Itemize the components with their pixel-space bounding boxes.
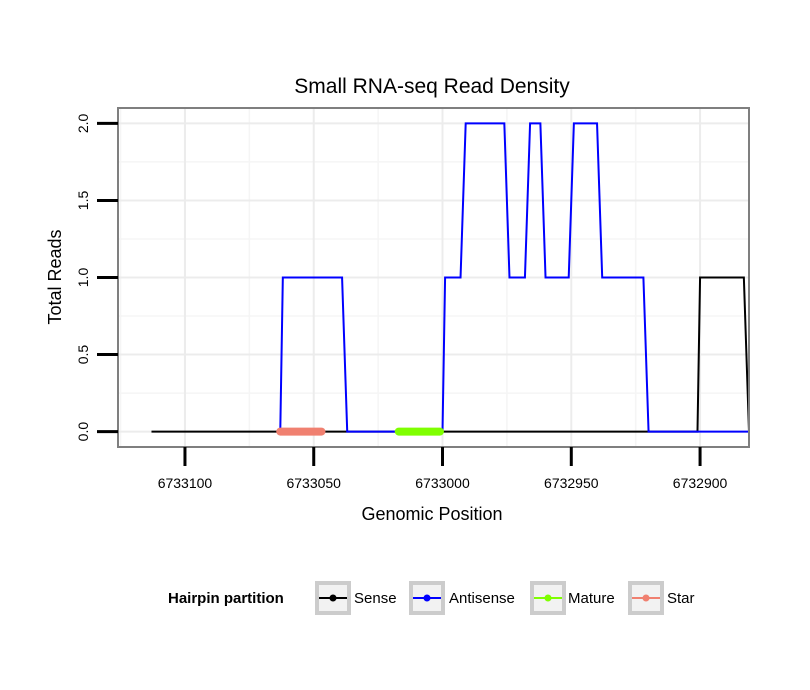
x-axis-label: Genomic Position [361, 504, 502, 524]
x-tick-label: 6732950 [544, 475, 599, 491]
x-axis: 6733100 6733050 6733000 6732950 6732900 [158, 447, 728, 491]
x-tick-label: 6733100 [158, 475, 213, 491]
y-tick-label: 0.0 [75, 422, 91, 442]
legend: Hairpin partition Sense Antisense Mature St… [168, 581, 695, 615]
y-axis: 0.0 0.5 1.0 1.5 2.0 [75, 113, 118, 441]
legend-key-point-antisense [423, 594, 431, 602]
legend-title: Hairpin partition [168, 590, 284, 607]
y-tick-label: 1.5 [75, 191, 91, 211]
y-tick-label: 2.0 [75, 113, 91, 133]
legend-label-sense: Sense [354, 590, 397, 607]
data-series [151, 122, 750, 436]
legend-key-point-mature [544, 594, 552, 602]
series-sense-line [151, 276, 750, 433]
y-tick-label: 1.0 [75, 268, 91, 288]
legend-key-point-star [642, 594, 650, 602]
series-antisense-line [279, 122, 749, 433]
grid-lines [118, 108, 749, 447]
x-tick-label: 6733000 [415, 475, 470, 491]
x-tick-label: 6733050 [286, 475, 341, 491]
x-tick-label: 6732900 [673, 475, 728, 491]
chart-title: Small RNA-seq Read Density [294, 75, 570, 98]
legend-label-star: Star [667, 590, 695, 607]
y-tick-label: 0.5 [75, 345, 91, 365]
legend-label-antisense: Antisense [449, 590, 515, 607]
legend-key-point-sense [329, 594, 337, 602]
y-axis-label: Total Reads [45, 229, 65, 324]
legend-label-mature: Mature [568, 590, 615, 607]
